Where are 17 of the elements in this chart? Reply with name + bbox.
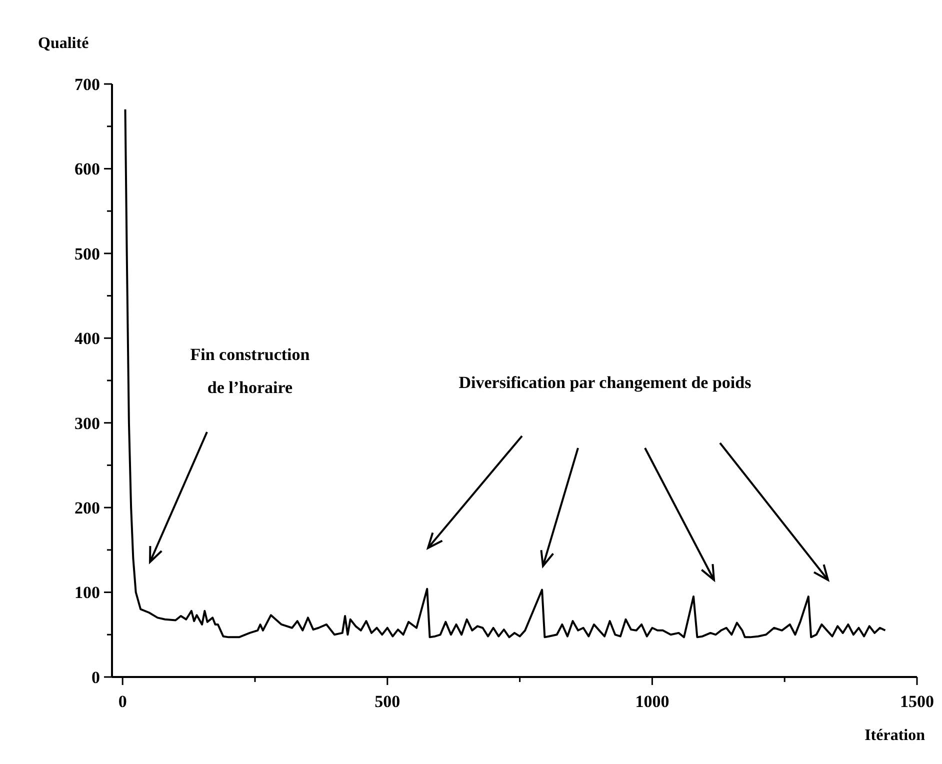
x-tick-label: 0 — [118, 692, 127, 711]
line-series — [124, 108, 886, 638]
y-tick-label: 700 — [74, 74, 100, 94]
x-tick-label: 500 — [374, 692, 400, 711]
y-tick-label: 200 — [74, 498, 100, 518]
y-tick-label: 300 — [74, 414, 100, 433]
annotation: Fin construction de l’horaire — [190, 345, 310, 397]
y-tick-label: 0 — [92, 668, 100, 687]
annotation: Diversification par changement de poids — [458, 373, 752, 392]
x-tick-label: 1500 — [900, 692, 934, 711]
y-tick-label: 500 — [74, 244, 100, 264]
y-tick-label: 100 — [74, 583, 100, 602]
y-axis-title: Qualité — [38, 35, 89, 52]
x-tick-label: 1000 — [635, 692, 670, 711]
x-axis-title: Itération — [864, 727, 926, 744]
y-tick-label: 400 — [74, 329, 100, 348]
y-tick-label: 600 — [74, 160, 100, 179]
